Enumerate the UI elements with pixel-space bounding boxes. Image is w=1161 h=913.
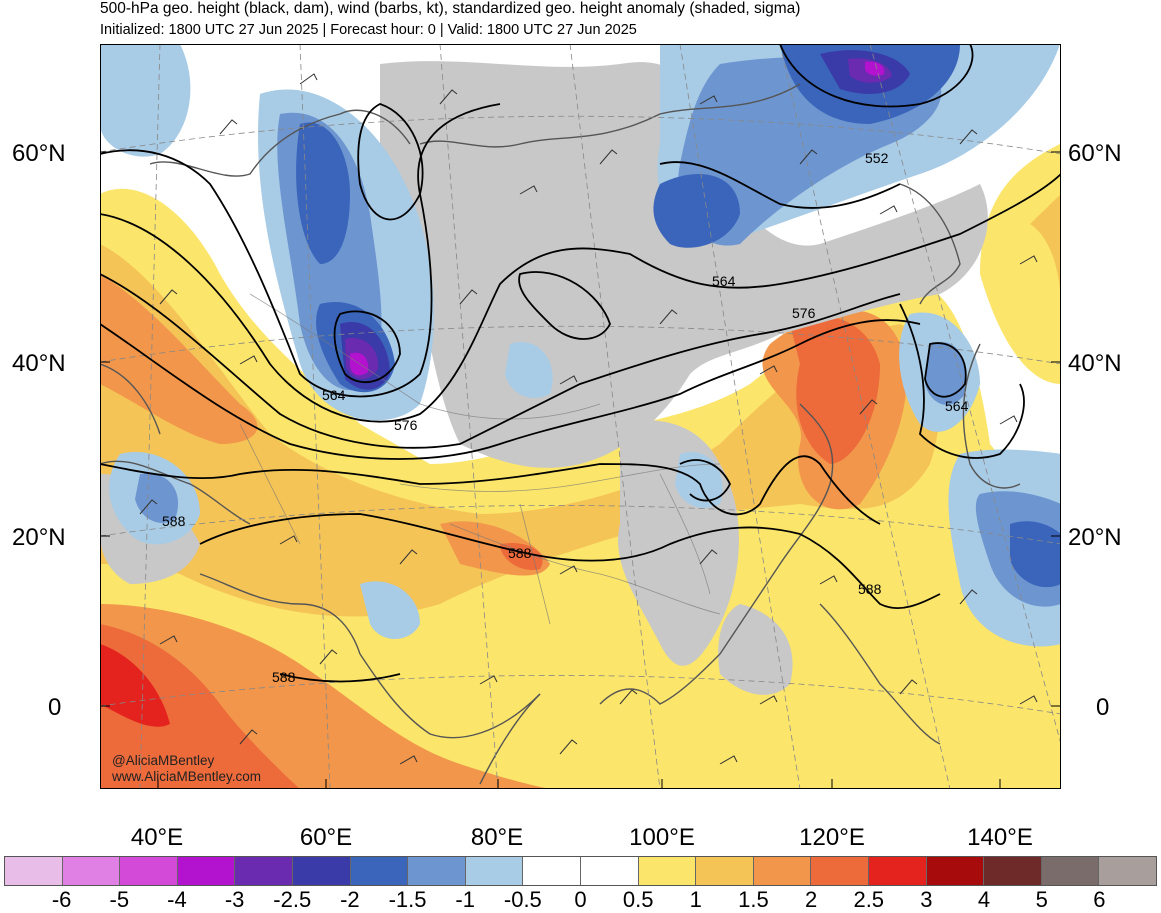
colorbar-tick-label: 1 [689,887,702,912]
colorbar-swatch [523,857,581,885]
colorbar-tick-label: 0.5 [622,887,654,912]
colorbar-swatch [5,857,63,885]
lon-label-140e: 140°E [967,824,1033,851]
graticule [100,44,1061,789]
colorbar-swatch [696,857,754,885]
lat-label-60n-right: 60°N [1068,140,1122,167]
lon-label-40e: 40°E [130,824,184,851]
colorbar-swatch [292,857,351,885]
height-contours [100,44,1061,683]
contour-label: 552 [865,150,889,166]
lon-label-80e: 80°E [470,824,524,851]
colorbar-tick-label: -4 [167,887,187,912]
colorbar-swatch [350,857,409,885]
contour-label: 564 [712,273,736,289]
credit-handle: @AliciaMBentley [112,753,215,768]
contour-label: 588 [272,669,296,685]
colorbar-swatch [638,857,697,885]
colorbar-swatch [753,857,812,885]
colorbar-swatch [984,857,1042,885]
colorbar-swatch [120,857,178,885]
contour-label: 564 [322,387,346,403]
colorbar-tick-label: 5 [1035,887,1048,912]
colorbar-swatch [868,857,927,885]
contour-label: 588 [858,581,882,597]
contour-label: 576 [394,417,418,433]
lat-label-20n-right: 20°N [1068,524,1122,551]
lat-label-40n-right: 40°N [1068,350,1122,377]
coastlines [100,83,1021,785]
colorbar-tick-label: -3 [224,887,245,912]
colorbar-swatch [580,857,639,885]
chart-title: 500-hPa geo. height (black, dam), wind (… [100,0,801,17]
map-canvas: 552 564 576 564 576 564 588 588 588 588 [100,44,1061,789]
colorbar-tick-label: 2 [804,887,818,912]
colorbar-tick-label: -0.5 [503,887,542,912]
colorbar-swatch [1099,857,1156,885]
contour-label: 588 [508,545,532,561]
contour-label: 564 [945,398,969,414]
country-borders [239,293,721,625]
colorbar-swatch [811,857,869,885]
lat-label-0-right: 0 [1096,694,1110,721]
wind-barbs [139,73,1038,765]
colorbar-tick-label: 1.5 [738,887,769,912]
colorbar-tick-label: -1.5 [388,887,427,912]
lat-label-60n-left: 60°N [12,140,66,167]
lon-label-100e: 100°E [629,824,695,851]
colorbar [4,856,1157,886]
colorbar-tick-label: -2.5 [273,887,312,912]
colorbar-swatch [1041,857,1100,885]
colorbar-tick-label: 3 [920,887,933,912]
colorbar-swatch [235,857,293,885]
colorbar-tick-label: -2 [340,887,360,912]
lon-label-60e: 60°E [299,824,353,851]
colorbar-swatch [62,857,121,885]
chart-subtitle: Initialized: 1800 UTC 27 Jun 2025 | Fore… [100,22,637,38]
colorbar-tick-label: 4 [977,887,991,912]
colorbar-tick-label: -5 [109,887,130,912]
contour-label: 576 [792,305,816,321]
lon-label-120e: 120°E [799,824,865,851]
colorbar-swatch [926,857,985,885]
colorbar-tick-label: 0 [574,887,587,912]
contour-label: 588 [162,513,186,529]
colorbar-tick-label: 2.5 [853,887,885,912]
colorbar-swatch [465,857,524,885]
lat-label-0-left: 0 [48,694,62,721]
colorbar-tick-label: -6 [51,887,72,912]
colorbar-tick-label: -1 [455,887,475,912]
colorbar-swatch [408,857,466,885]
map-border [100,44,1061,789]
colorbar-tick-label: 6 [1093,887,1106,912]
negative-anomaly-shading [100,44,1061,647]
colorbar-swatch [177,857,236,885]
credit-website: www.AliciaMBentley.com [112,769,262,784]
lat-label-20n-left: 20°N [12,524,66,551]
lat-label-40n-left: 40°N [12,350,66,377]
positive-anomaly-shading [100,144,1061,789]
